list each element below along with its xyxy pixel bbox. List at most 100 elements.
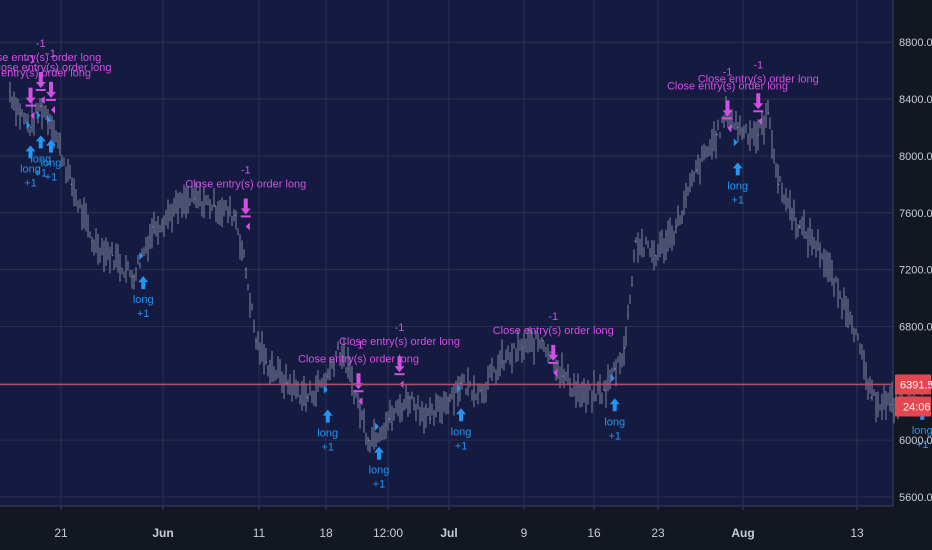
data-point: [562, 375, 565, 377]
data-point: [9, 91, 11, 93]
long-entry-arrow: [456, 408, 466, 422]
data-point: [798, 226, 801, 228]
long-entry-triangle: [375, 422, 379, 431]
data-point: [347, 368, 350, 370]
trade-markers: long+1long+1long+1long+1long+1long+1long…: [0, 38, 932, 491]
data-point: [870, 396, 872, 399]
data-point: [255, 339, 257, 342]
data-point: [716, 133, 719, 136]
close-entry-arrow: [46, 81, 56, 98]
data-point: [234, 214, 237, 217]
plot-area: [0, 0, 893, 506]
data-point: [193, 197, 196, 200]
y-tick-label: 7200.0: [899, 265, 932, 277]
x-tick-label: 23: [651, 526, 665, 540]
close-entry-label: Close entry(s) order long: [0, 52, 101, 64]
price-series: [9, 81, 924, 453]
x-tick-label: 9: [521, 526, 528, 540]
data-point: [19, 112, 22, 115]
close-entry-qty: -1: [241, 164, 251, 176]
data-point: [675, 226, 678, 228]
close-entry-triangle: [358, 397, 363, 406]
long-entry-label: long: [41, 158, 62, 170]
long-entry-label: long: [912, 425, 932, 437]
close-entry-label: Close entry(s) order long: [298, 353, 419, 365]
data-point: [736, 126, 739, 129]
data-point: [839, 297, 842, 299]
data-point: [367, 439, 370, 441]
close-entry-qty: -1: [548, 311, 558, 323]
long-entry-arrow: [732, 162, 743, 176]
long-entry-triangle: [610, 374, 615, 383]
long-entry-label: long: [604, 416, 625, 428]
close-entry-triangle: [245, 222, 250, 231]
x-tick-label: 16: [587, 526, 601, 540]
close-entry-arrow: [35, 71, 46, 88]
close-entry-arrow: [548, 344, 559, 361]
data-point: [654, 254, 657, 257]
close-entry-triangle: [553, 368, 558, 377]
close-entry-triangle: [727, 124, 732, 133]
long-entry-label: long: [133, 294, 154, 306]
long-entry-arrow: [374, 446, 384, 460]
data-point: [285, 382, 288, 385]
long-entry-arrow: [35, 135, 46, 149]
close-entry-triangle: [51, 105, 55, 114]
data-point: [39, 105, 42, 107]
data-point: [480, 389, 483, 392]
data-point: [337, 346, 339, 349]
last-price-text: 6391.5: [900, 380, 932, 392]
data-point: [624, 346, 626, 349]
data-point: [818, 247, 821, 250]
long-entry-arrow: [322, 409, 333, 423]
long-entry-label: long: [20, 163, 41, 175]
data-point: [388, 418, 391, 420]
x-tick-label: Jul: [440, 526, 457, 540]
close-entry-arrow: [753, 93, 764, 110]
long-entry-qty: +1: [24, 177, 37, 189]
data-point: [613, 368, 616, 370]
data-point: [460, 382, 462, 385]
close-entry-triangle: [30, 111, 35, 120]
data-point: [306, 396, 309, 399]
data-point: [501, 361, 503, 363]
data-point: [521, 346, 524, 349]
close-entry-qty: -1: [723, 66, 733, 78]
data-point: [91, 240, 93, 242]
close-entry-arrow: [25, 87, 36, 104]
close-entry-label: Close entry(s) order long: [339, 336, 460, 348]
grid-lines: [0, 0, 893, 506]
data-point: [777, 183, 780, 186]
data-point: [244, 268, 247, 271]
data-point: [890, 403, 893, 406]
close-entry-qty: -1: [395, 322, 405, 334]
y-axis: 8800.08400.08000.07600.07200.06800.06400…: [892, 0, 932, 506]
close-entry-label: Close entry(s) order long: [667, 80, 788, 92]
close-entry-label: Close entry(s) order long: [698, 73, 819, 85]
x-axis: 21 Jun 11 18 12:00 Jul 9 16 23 Aug 13: [0, 505, 893, 540]
long-entry-label: long: [451, 426, 472, 438]
y-tick-label: 8800.0: [899, 37, 932, 49]
close-entry-arrow: [240, 198, 251, 215]
long-entry-arrow: [609, 398, 620, 412]
long-entry-qty: +1: [373, 479, 386, 491]
x-tick-label: Aug: [731, 526, 754, 540]
close-entry-arrow: [353, 373, 364, 390]
long-entry-triangle: [36, 111, 41, 120]
data-point: [132, 275, 134, 278]
long-entry-triangle: [47, 115, 51, 124]
long-entry-arrow: [46, 139, 56, 153]
long-entry-triangle: [733, 138, 738, 147]
data-point: [583, 396, 585, 399]
long-entry-triangle: [26, 121, 31, 130]
last-price-badge: [895, 374, 931, 395]
long-entry-label: long: [317, 428, 338, 440]
data-point: [429, 418, 432, 420]
long-entry-qty: +1: [916, 439, 929, 451]
data-point: [542, 339, 544, 342]
y-tick-label: 8000.0: [899, 151, 932, 163]
long-entry-triangle: [457, 384, 461, 393]
close-entry-qty: -1: [46, 48, 56, 60]
data-point: [152, 226, 155, 228]
